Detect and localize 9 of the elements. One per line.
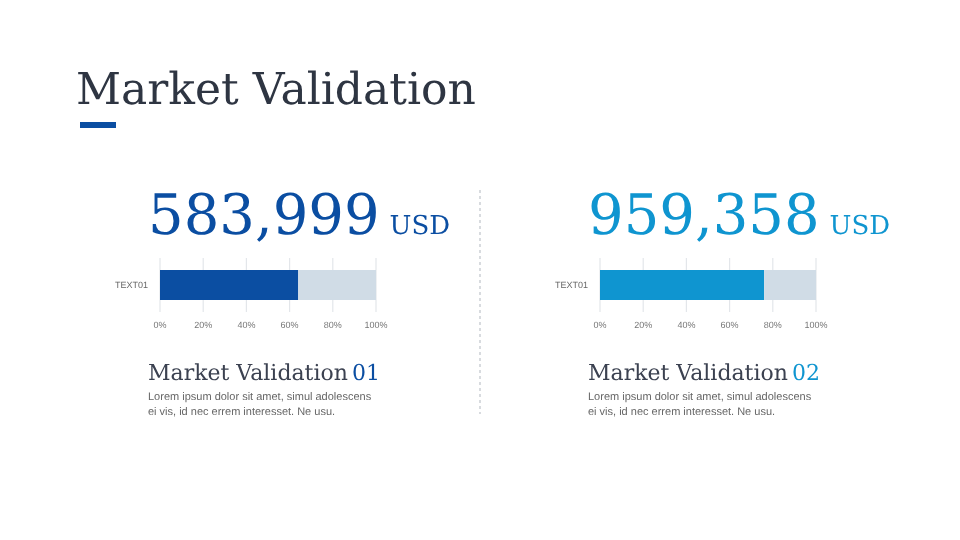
text: 02 [791, 360, 820, 386]
chart-title: 583,999 [148, 182, 380, 248]
text: Market Validation [76, 66, 476, 116]
text: 01 [351, 360, 380, 386]
chart-subtitle: USD [389, 212, 451, 242]
text: Market Validation [148, 360, 348, 386]
chart-subtitle: USD [829, 212, 891, 242]
chart-title: 959,358 [588, 182, 820, 248]
text: Market Validation [588, 360, 788, 386]
